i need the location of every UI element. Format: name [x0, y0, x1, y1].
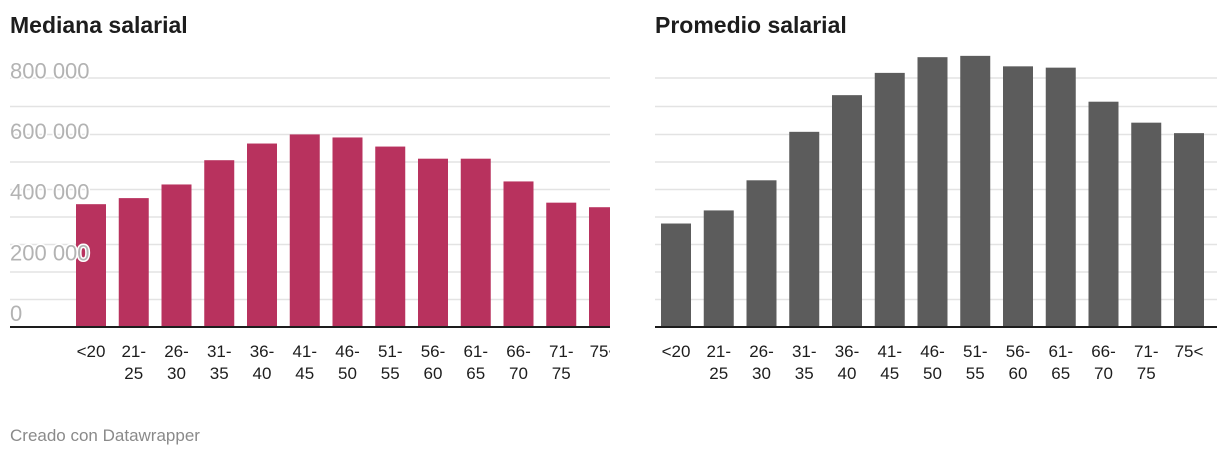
x-tick-label: 75< [1175, 342, 1204, 361]
bar-9 [1003, 66, 1033, 328]
y-tick-label: 600 000 [10, 119, 90, 144]
x-tick-label: 31-35 [792, 342, 817, 383]
x-tick-label: <20 [662, 342, 691, 361]
bar-6 [289, 134, 320, 327]
x-tick-label: 61-65 [463, 342, 488, 383]
x-tick-label: 51-55 [963, 342, 988, 383]
x-tick-label: 51-55 [378, 342, 403, 383]
x-tick-label: 71-75 [549, 342, 574, 383]
bar-9 [418, 158, 448, 327]
bar-13 [589, 207, 610, 327]
bar-7 [332, 137, 363, 327]
x-tick-label: 56-60 [1006, 342, 1031, 383]
x-tick-label: 21-25 [121, 342, 146, 383]
x-tick-label: 41-45 [877, 342, 902, 383]
bar-3 [746, 180, 777, 327]
bar-12 [546, 202, 577, 327]
x-tick-label: 31-35 [207, 342, 232, 383]
x-tick-label: 41-45 [292, 342, 317, 383]
bar-6 [874, 72, 905, 327]
bar-4 [789, 131, 820, 327]
x-tick-label: 36-40 [835, 342, 860, 383]
chart-title-promedio: Promedio salarial [655, 12, 847, 38]
bar-11 [1088, 101, 1119, 327]
y-tick-label: 0 [10, 301, 22, 326]
bar-2 [703, 210, 734, 327]
bar-10 [460, 158, 491, 327]
y-tick-label: 400 000 [10, 180, 90, 205]
x-tick-label: <20 [77, 342, 106, 361]
bar-13 [1174, 133, 1204, 327]
footer-credit: Creado con Datawrapper [10, 426, 200, 445]
bar-12 [1131, 122, 1162, 327]
x-tick-label: 66-70 [506, 342, 531, 383]
x-tick-label: 26-30 [164, 342, 189, 383]
y-tick-label: 200 000 [10, 240, 90, 265]
chart-promedio-salarial: <20 21-25 26-30 31-35 36-40 41-45 46-50 51-55 56… [655, 55, 1217, 383]
bar-10 [1045, 67, 1076, 327]
bar-1 [661, 223, 691, 327]
bar-8 [375, 146, 406, 327]
x-tick-label: 26-30 [749, 342, 774, 383]
bar-4 [204, 160, 235, 327]
bar-5 [247, 143, 277, 327]
y-tick-label: 800 000 [10, 58, 90, 83]
x-tick-label: 66-70 [1091, 342, 1116, 383]
x-tick-label: 71-75 [1134, 342, 1159, 383]
x-tick-label: 56-60 [421, 342, 446, 383]
x-tick-label: 46-50 [335, 342, 360, 383]
chart-mediana-salarial: 0 200 000 400 000 600 000 800 000 <20 21-25 26-… [9, 57, 610, 383]
x-tick-label: 36-40 [250, 342, 275, 383]
bar-7 [917, 57, 948, 328]
x-tick-label: 46-50 [920, 342, 945, 383]
bar-2 [118, 198, 149, 327]
x-tick-label: 75< [590, 342, 610, 361]
bar-5 [832, 95, 862, 327]
bar-3 [161, 184, 192, 327]
bar-11 [503, 181, 534, 327]
x-tick-label: 61-65 [1048, 342, 1073, 383]
bar-1 [76, 204, 106, 327]
x-tick-label: 21-25 [706, 342, 731, 383]
bar-8 [960, 55, 991, 327]
chart-title-mediana: Mediana salarial [10, 12, 188, 38]
